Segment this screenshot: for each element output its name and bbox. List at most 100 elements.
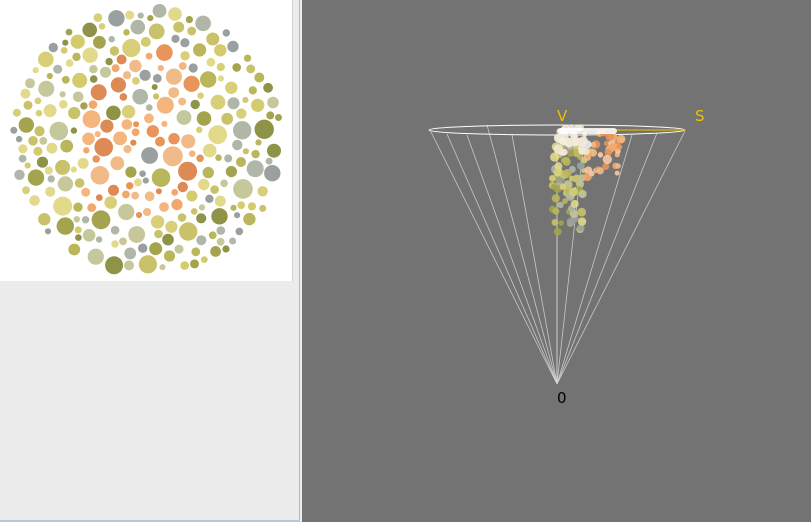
cone-edge-line xyxy=(429,129,558,385)
plate-dot xyxy=(12,108,21,117)
plate-dot xyxy=(20,88,31,99)
color-point xyxy=(615,163,621,169)
plate-dot xyxy=(144,113,154,124)
plate-dot xyxy=(236,157,246,167)
plate-dot xyxy=(93,35,106,49)
plate-dot xyxy=(214,44,227,57)
plate-dot xyxy=(259,204,267,212)
plate-dot xyxy=(263,82,273,93)
plate-dot xyxy=(48,42,58,53)
plate-dot xyxy=(193,43,207,57)
plate-dot xyxy=(110,156,125,171)
plate-dot xyxy=(225,166,237,178)
plate-dot xyxy=(81,216,90,224)
plate-dot xyxy=(72,52,81,62)
color-point xyxy=(569,187,578,197)
color-point xyxy=(552,207,560,215)
plate-dot xyxy=(147,15,154,22)
plate-dot xyxy=(108,36,115,43)
plate-dot xyxy=(165,220,178,233)
plate-dot xyxy=(44,166,53,175)
hsv-cone-plot[interactable]: V S 0 xyxy=(302,0,811,522)
plate-dot xyxy=(95,236,103,243)
plate-dot xyxy=(248,86,257,95)
plate-dot xyxy=(28,136,38,146)
plate-dot xyxy=(246,64,256,74)
plate-dot xyxy=(217,75,224,82)
plate-dot xyxy=(220,179,228,188)
plate-dot xyxy=(180,261,189,270)
plate-dot xyxy=(144,191,155,202)
color-point xyxy=(550,152,560,162)
plate-dot xyxy=(94,131,101,138)
plate-dot xyxy=(156,96,174,114)
plate-dot xyxy=(138,243,148,253)
plate-dot xyxy=(159,202,169,212)
image-frame xyxy=(0,0,293,281)
plate-dot xyxy=(108,10,125,27)
plate-dot xyxy=(111,240,119,248)
plate-dot xyxy=(202,143,217,158)
color-point xyxy=(558,220,564,226)
plate-dot xyxy=(267,96,279,109)
plate-dot xyxy=(162,146,183,167)
plate-dot xyxy=(43,104,57,118)
plate-dot xyxy=(128,226,146,243)
plate-dot xyxy=(225,81,238,95)
plate-dot xyxy=(138,255,157,274)
plate-dot xyxy=(190,99,200,110)
plate-dot xyxy=(181,134,196,149)
plate-dot xyxy=(44,228,52,235)
plate-dot xyxy=(251,98,265,112)
plate-dot xyxy=(46,142,58,154)
plate-dot xyxy=(62,39,69,46)
cone-edge-line xyxy=(511,134,558,385)
color-point xyxy=(551,194,560,203)
plate-dot xyxy=(74,178,85,188)
plate-dot xyxy=(221,112,234,125)
plate-dot xyxy=(131,128,140,137)
color-point xyxy=(609,143,618,152)
plate-dot xyxy=(247,202,256,211)
plate-dot xyxy=(36,156,49,168)
color-point xyxy=(566,217,576,227)
plate-dot xyxy=(251,149,260,159)
plate-dot xyxy=(125,10,135,20)
plate-dot xyxy=(202,166,214,179)
plate-dot xyxy=(121,105,136,119)
hsv-cone-viewport[interactable]: V S 0 xyxy=(302,0,811,522)
plate-dot xyxy=(180,51,190,61)
plate-dot xyxy=(60,139,74,153)
plate-dot xyxy=(15,135,23,143)
color-point xyxy=(558,137,568,146)
color-point xyxy=(554,162,563,171)
plate-dot xyxy=(109,46,120,56)
plate-dot xyxy=(171,34,180,43)
plate-dot xyxy=(246,160,264,178)
plate-dot xyxy=(73,202,83,212)
plate-dot xyxy=(18,144,28,154)
plate-dot xyxy=(211,208,228,225)
plate-dot xyxy=(198,178,210,191)
plate-dot xyxy=(130,19,146,35)
plate-dot xyxy=(89,65,98,74)
plate-dot xyxy=(152,74,162,83)
plate-dot xyxy=(82,22,97,38)
plate-dot xyxy=(132,88,148,105)
color-point xyxy=(570,199,579,208)
plate-dot xyxy=(33,146,43,156)
plate-dot xyxy=(110,225,120,235)
plate-dot xyxy=(200,256,208,263)
plate-dot xyxy=(38,51,54,68)
plate-dot xyxy=(237,201,245,209)
plate-dot xyxy=(233,179,253,199)
plate-dot xyxy=(206,57,216,67)
plate-dot xyxy=(196,154,204,163)
plate-dot xyxy=(265,157,273,165)
plate-dot xyxy=(234,212,241,219)
plate-dot xyxy=(108,184,119,196)
plate-dot xyxy=(191,247,201,257)
color-point-cloud xyxy=(548,124,626,236)
plate-dot xyxy=(75,234,82,241)
plate-dot xyxy=(173,21,185,33)
